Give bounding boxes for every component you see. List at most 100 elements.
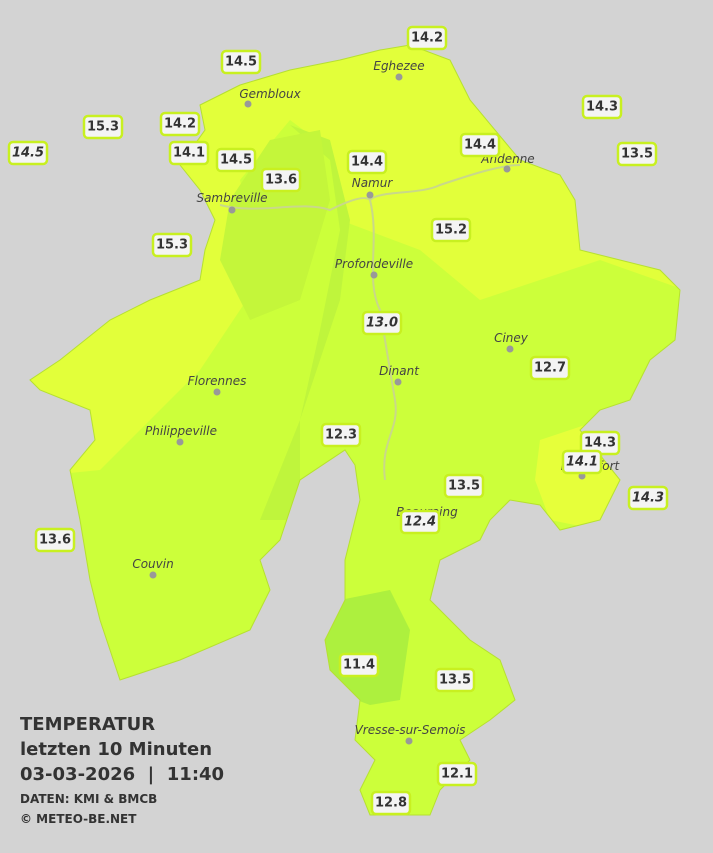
station: 14.1	[561, 449, 603, 475]
city-label: Gembloux	[239, 87, 301, 101]
station-box	[346, 149, 388, 175]
station-box	[82, 114, 124, 140]
station-value: 13.0	[366, 316, 398, 331]
station-value: 14.1	[173, 146, 205, 161]
city-dot	[506, 345, 514, 353]
city-label: Sambreville	[196, 191, 267, 205]
station: 13.6	[34, 527, 76, 553]
station-value: 12.1	[441, 767, 473, 782]
station-box	[529, 355, 571, 381]
city-label: Philippeville	[145, 424, 217, 438]
station: 14.2	[406, 25, 448, 51]
legend-datetime: 03-03-2026 | 11:40	[20, 764, 224, 785]
station: 14.3	[579, 430, 621, 456]
station-box	[338, 652, 380, 678]
station-value: 14.2	[164, 117, 196, 132]
city-dot	[395, 73, 403, 81]
legend-copyright: © METEO-BE.NET	[20, 812, 137, 826]
station-box	[168, 140, 210, 166]
station: 15.3	[151, 232, 193, 258]
station: 14.3	[581, 94, 623, 120]
station: 14.4	[459, 132, 501, 158]
station-value: 14.2	[411, 31, 443, 46]
station-box	[627, 485, 669, 511]
station-box	[320, 422, 362, 448]
station-value: 11.4	[343, 658, 375, 673]
city-dot	[228, 206, 236, 214]
station: 13.0	[361, 310, 403, 336]
station-box	[215, 147, 257, 173]
station-value: 14.4	[351, 155, 383, 170]
city-dot	[503, 165, 511, 173]
station: 15.2	[430, 217, 472, 243]
station-box	[581, 94, 623, 120]
station-value: 13.5	[621, 147, 653, 162]
river	[369, 199, 397, 481]
station-value: 15.2	[435, 223, 467, 238]
station: 14.5	[215, 147, 257, 173]
station-box	[361, 310, 403, 336]
station: 13.5	[616, 141, 658, 167]
station: 14.5	[220, 49, 262, 75]
station-box	[370, 790, 412, 816]
station-box	[399, 509, 441, 535]
city-dot	[244, 100, 252, 108]
stations: 14.2 14.5 15.3 14.2 14.5 14.1 14.5 13.6 14.4 14.4…	[7, 25, 669, 816]
station-value: 14.4	[464, 138, 496, 153]
station: 12.3	[320, 422, 362, 448]
station-value: 14.5	[225, 55, 257, 70]
city-label: Profondeville	[335, 257, 413, 271]
city-label: Dinant	[379, 364, 420, 378]
station-value: 14.5	[220, 153, 252, 168]
station-box	[436, 761, 478, 787]
station-value: 14.5	[12, 146, 44, 161]
station-value: 13.6	[265, 173, 297, 188]
station-value: 13.5	[448, 479, 480, 494]
station-value: 14.1	[566, 455, 598, 470]
city-dot	[405, 737, 413, 745]
station-value: 12.4	[404, 515, 436, 530]
city-label: Florennes	[188, 374, 247, 388]
station-value: 12.7	[534, 361, 566, 376]
station: 13.6	[260, 167, 302, 193]
city-label: Vresse-sur-Semois	[355, 723, 466, 737]
city-label: Namur	[352, 176, 394, 190]
station: 12.7	[529, 355, 571, 381]
station: 11.4	[338, 652, 380, 678]
station-value: 14.3	[632, 491, 664, 506]
station: 13.5	[434, 667, 476, 693]
station-box	[34, 527, 76, 553]
city-label: Eghezee	[373, 59, 424, 73]
city-label: Ciney	[494, 331, 529, 345]
station: 14.5	[7, 140, 49, 166]
station-box	[406, 25, 448, 51]
city-dot	[149, 571, 157, 579]
city-label: Couvin	[132, 557, 173, 571]
station-box	[561, 449, 603, 475]
station-value: 14.3	[584, 436, 616, 451]
station-value: 15.3	[156, 238, 188, 253]
station: 14.1	[168, 140, 210, 166]
city-dot	[370, 271, 378, 279]
station-box	[459, 132, 501, 158]
station-value: 13.6	[39, 533, 71, 548]
city-dot	[394, 378, 402, 386]
station-box	[220, 49, 262, 75]
station: 15.3	[82, 114, 124, 140]
station-box	[151, 232, 193, 258]
legend-subtitle: letzten 10 Minuten	[20, 739, 212, 760]
city-dot	[213, 388, 221, 396]
city-dot	[176, 438, 184, 446]
station: 13.5	[443, 473, 485, 499]
legend: TEMPERATUR letzten 10 Minuten 03-03-2026…	[20, 714, 224, 826]
station-box	[7, 140, 49, 166]
station-box	[443, 473, 485, 499]
station: 12.8	[370, 790, 412, 816]
station-box	[260, 167, 302, 193]
legend-title: TEMPERATUR	[20, 714, 155, 735]
station-box	[616, 141, 658, 167]
station: 14.3	[627, 485, 669, 511]
station-value: 12.3	[325, 428, 357, 443]
station-value: 15.3	[87, 120, 119, 135]
